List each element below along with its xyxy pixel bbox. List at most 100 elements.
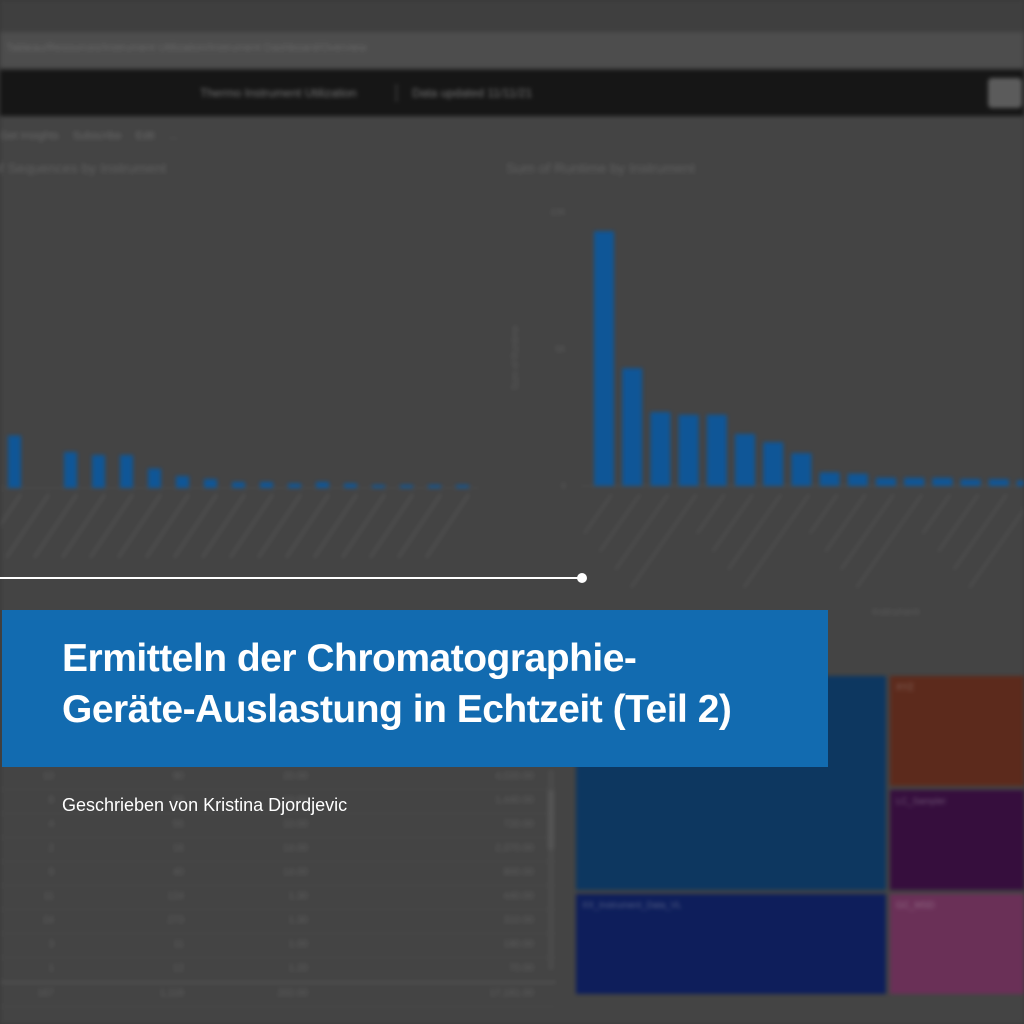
bar[interactable] — [400, 485, 413, 488]
x-tick-label — [808, 493, 839, 535]
table-total-cell: 202.00 — [277, 988, 308, 999]
table-row[interactable]: 24 273 1.30 310.00 — [0, 910, 556, 934]
bar[interactable] — [64, 452, 77, 488]
x-tick-label — [424, 493, 471, 559]
table-row[interactable]: 2 16 14.00 2,370.00 — [0, 838, 556, 862]
bar[interactable] — [650, 412, 671, 486]
x-tick-label — [284, 493, 331, 559]
table-cell: 10.00 — [282, 795, 308, 806]
table-row[interactable]: 10 90 20.00 4,020.00 — [0, 766, 556, 790]
table-cell: 1.00 — [288, 939, 308, 950]
y-axis-title: Sum of Runtime — [510, 325, 520, 390]
bar[interactable] — [260, 482, 273, 488]
edit-button[interactable]: Edit — [135, 130, 155, 142]
table-cell: 20.00 — [282, 771, 308, 782]
title-banner — [2, 610, 828, 767]
bar[interactable] — [92, 455, 105, 488]
bar[interactable] — [904, 477, 925, 486]
bar[interactable] — [176, 476, 189, 488]
bar[interactable] — [932, 477, 953, 486]
table-cell: 11 — [43, 891, 54, 902]
treemap-cell[interactable]: XYZ — [890, 676, 1024, 786]
runtime-bar-chart: 10K 5K 0 Sum of Runtime — [510, 207, 1024, 589]
table-cell: 10.00 — [282, 819, 308, 830]
table-row[interactable]: 3 11 1.00 180.00 — [0, 934, 556, 958]
table-cell: 90 — [172, 771, 184, 782]
table-row[interactable]: 9 40 14.00 800.00 — [0, 862, 556, 886]
treemap-cell[interactable]: XX_Instrument_Data_VL — [576, 894, 886, 994]
x-tick-label — [116, 493, 163, 559]
more-button[interactable]: ... — [168, 130, 178, 142]
data-updated-dropdown[interactable]: Data updated 11/11/21 — [412, 86, 533, 100]
treemap-cell[interactable]: LC_Sampler — [890, 790, 1024, 890]
instrument-table: 10 90 20.00 4,020.00 8 58 10.00 1,440.00 4 55 10.0… — [0, 766, 556, 1007]
table-cell: 58 — [172, 795, 184, 806]
x-tick-label — [598, 493, 642, 553]
bar[interactable] — [344, 483, 357, 489]
bar[interactable] — [622, 368, 643, 486]
bar[interactable] — [148, 468, 161, 489]
treemap-cell[interactable]: GC_MSD — [890, 894, 1024, 994]
bar[interactable] — [232, 482, 245, 488]
bar[interactable] — [204, 479, 217, 488]
table-cell: 11 — [173, 939, 184, 950]
bar[interactable] — [372, 485, 385, 488]
x-tick-label — [936, 493, 980, 553]
x-tick-label — [726, 493, 783, 571]
bar[interactable] — [1017, 480, 1024, 486]
bar[interactable] — [706, 414, 727, 486]
table-row[interactable]: 1 12 1.20 70.00 — [0, 958, 556, 982]
table-row[interactable]: 8 58 10.00 1,440.00 — [0, 790, 556, 814]
address-bar[interactable]: Tableau/Resources/Instrument Utilization… — [0, 32, 1024, 68]
bar[interactable] — [735, 433, 755, 486]
subscribe-button[interactable]: Subscribe — [72, 130, 122, 142]
bar[interactable] — [763, 442, 784, 486]
title-line-1: Ermitteln der Chromatographie- — [62, 637, 637, 680]
treemap-cell-label: XX_Instrument_Data_VL — [582, 900, 682, 910]
bar[interactable] — [988, 479, 1009, 486]
bar[interactable] — [594, 231, 614, 486]
bar[interactable] — [819, 472, 840, 486]
bar[interactable] — [876, 477, 896, 486]
bar[interactable] — [847, 473, 868, 486]
header-divider — [396, 84, 397, 102]
table-row[interactable]: 4 55 10.00 720.00 — [0, 814, 556, 838]
y-tick-label: 0 — [561, 481, 566, 491]
x-tick-label — [312, 493, 359, 559]
table-cell: 800.00 — [503, 867, 534, 878]
left-chart-title: of Sequences by Instrument — [0, 160, 167, 176]
table-cell: 440.00 — [503, 891, 534, 902]
bar[interactable] — [678, 414, 699, 486]
bar[interactable] — [456, 485, 469, 488]
table-cell: 10 — [42, 771, 54, 782]
bar[interactable] — [960, 479, 981, 486]
table-scroll-thumb[interactable] — [548, 790, 554, 850]
divider-line — [0, 577, 580, 579]
get-insights-button[interactable]: Get Insights — [0, 130, 59, 142]
bar[interactable] — [791, 453, 812, 486]
author-byline: Geschrieben von Kristina Djordjevic — [62, 795, 348, 815]
bar[interactable] — [316, 482, 329, 488]
table-cell: 14.00 — [282, 867, 308, 878]
x-tick-label — [613, 493, 670, 571]
table-cell: 1.30 — [288, 891, 308, 902]
bar[interactable] — [8, 435, 21, 489]
table-cell: 1,440.00 — [495, 795, 534, 806]
table-cell: 1.20 — [288, 963, 308, 974]
bar[interactable] — [428, 485, 441, 488]
table-total-cell: 167 — [37, 988, 54, 999]
sequences-bar-chart — [0, 435, 480, 559]
x-tick-label — [32, 493, 79, 559]
table-cell: 4 — [48, 819, 54, 830]
bar[interactable] — [120, 455, 133, 488]
table-scrollbar[interactable] — [548, 770, 554, 970]
app-header: Thermo Instrument Utilization Data updat… — [0, 70, 1024, 116]
x-tick-label — [921, 493, 952, 535]
x-tick-label — [256, 493, 303, 559]
header-search-button[interactable] — [988, 78, 1022, 108]
treemap-cell-label: LC_Sampler — [896, 796, 947, 806]
x-tick-label — [200, 493, 247, 559]
table-row[interactable]: 11 124 1.30 440.00 — [0, 886, 556, 910]
bar[interactable] — [288, 483, 301, 489]
x-tick-label — [839, 493, 896, 571]
